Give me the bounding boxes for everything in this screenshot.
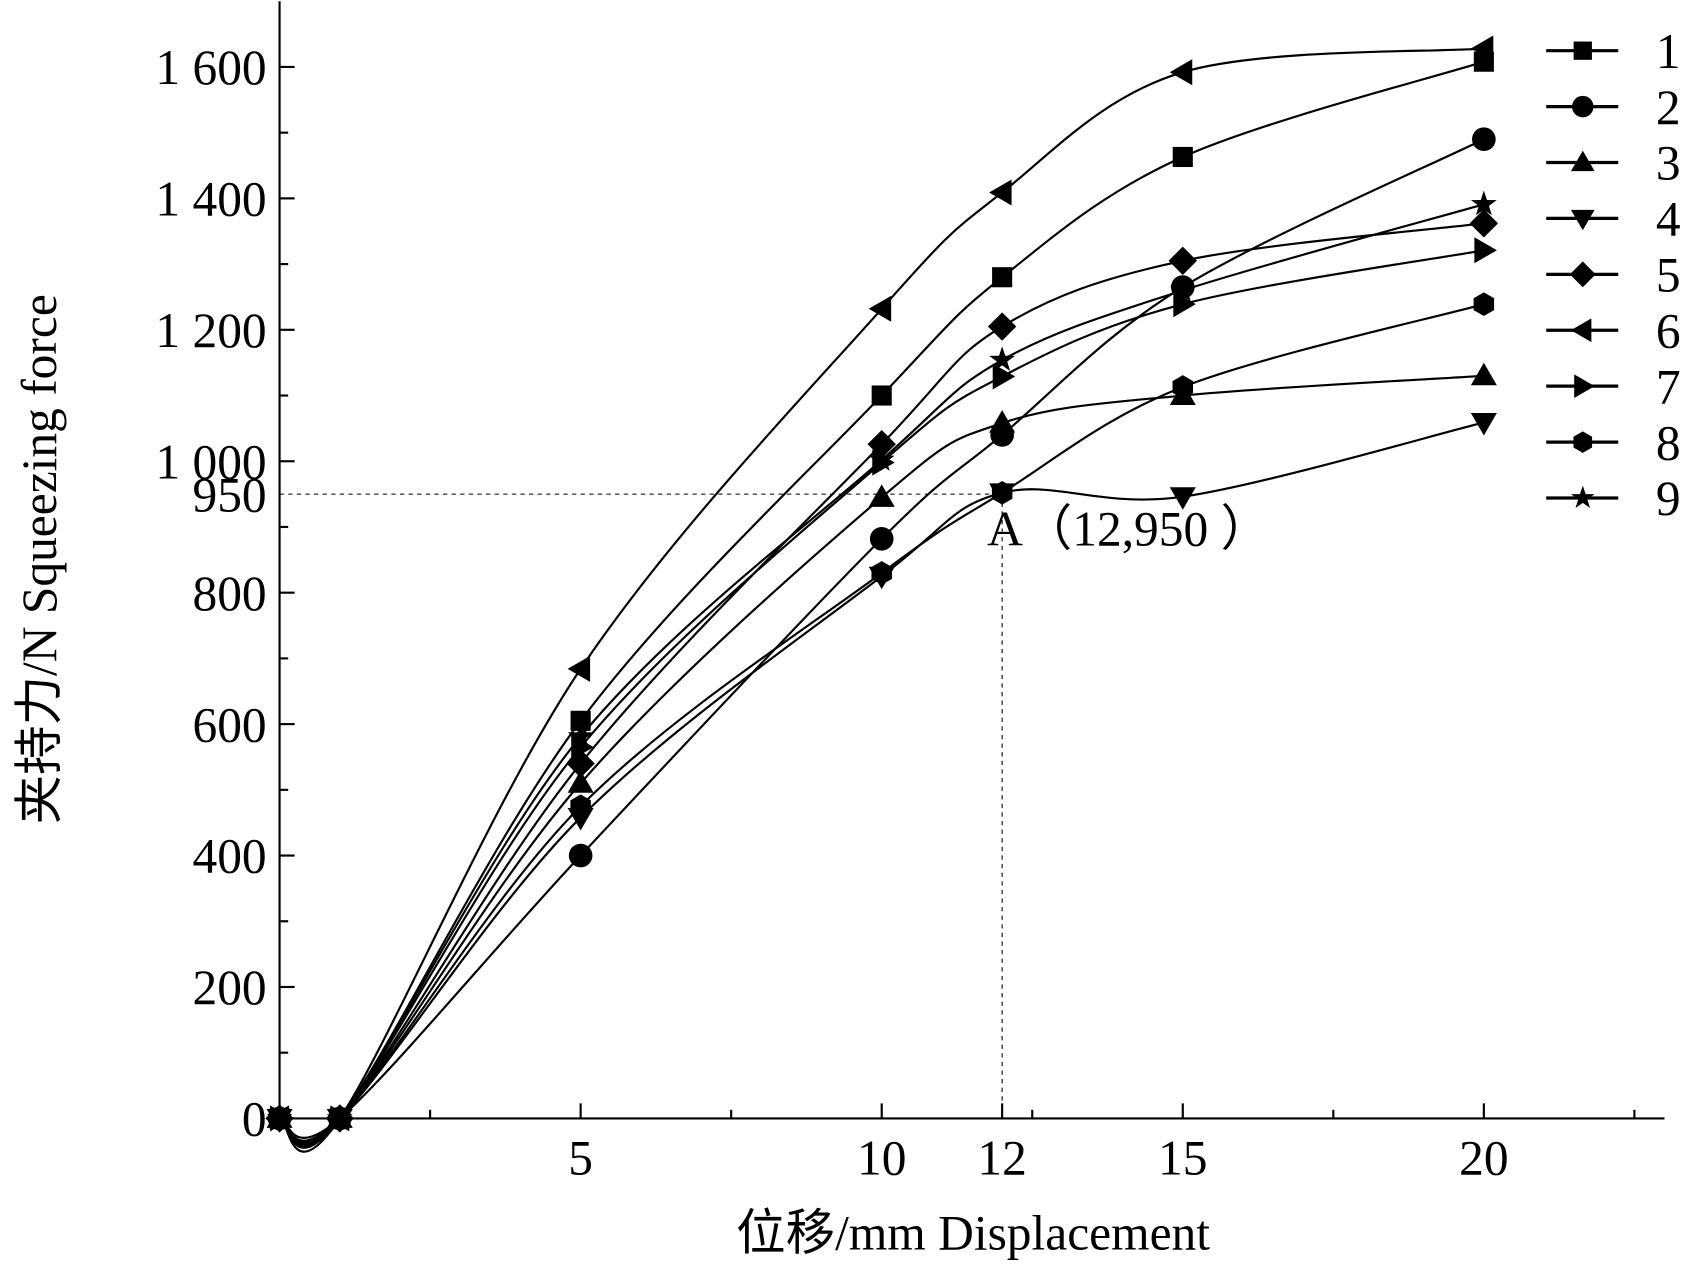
y-tick-label: 1 600: [155, 40, 266, 95]
marker: [871, 561, 892, 585]
y-tick-label: 600: [192, 697, 266, 752]
marker: [871, 385, 892, 406]
legend-marker: [1569, 261, 1596, 288]
y-tick-label: 200: [192, 960, 266, 1015]
marker: [1169, 59, 1193, 86]
marker: [1169, 487, 1196, 510]
marker: [992, 267, 1013, 288]
marker: [1470, 362, 1497, 386]
series-line: [279, 303, 1485, 1143]
x-tick-label: 12: [977, 1130, 1026, 1185]
x-tick-label: 5: [568, 1130, 593, 1185]
legend-label: 9: [1656, 471, 1681, 526]
legend-marker: [1573, 431, 1593, 453]
x-tick-label: 10: [857, 1130, 906, 1185]
legend-label: 2: [1656, 80, 1681, 135]
marker: [1470, 35, 1494, 62]
marker: [989, 346, 1016, 372]
legend-label: 1: [1656, 24, 1681, 79]
legend-marker: [1573, 41, 1592, 60]
legend-marker: [1571, 485, 1595, 508]
marker: [567, 722, 594, 748]
legend-label: 6: [1656, 303, 1681, 358]
y-tick-label: 400: [192, 829, 266, 884]
legend-label: 3: [1656, 136, 1681, 191]
legend-label: 4: [1656, 192, 1681, 247]
y-axis-label: 夹持力/N Squeezing force: [12, 294, 67, 824]
marker: [568, 843, 593, 868]
marker: [987, 312, 1017, 341]
series-line: [279, 47, 1484, 1153]
marker: [1469, 209, 1499, 238]
marker: [1472, 127, 1496, 152]
marker: [1172, 375, 1194, 399]
marker: [1473, 292, 1495, 317]
marker: [266, 1104, 293, 1130]
marker: [1470, 190, 1497, 216]
marker: [326, 1104, 353, 1130]
marker: [567, 770, 594, 793]
marker: [1169, 276, 1196, 302]
x-axis-label: 位移/mm Displacement: [736, 1206, 1210, 1261]
y-tick-label: 0: [242, 1092, 267, 1147]
legend-marker: [1570, 318, 1592, 343]
legend-label: 8: [1656, 415, 1681, 470]
marker: [1474, 237, 1497, 264]
marker: [989, 179, 1012, 206]
marker: [868, 446, 895, 471]
series-line: [279, 203, 1485, 1148]
legend-marker: [1570, 150, 1595, 172]
marker: [992, 363, 1016, 390]
marker: [869, 526, 894, 551]
marker: [1470, 413, 1497, 436]
legend-label: 7: [1656, 359, 1681, 414]
marker: [991, 480, 1013, 505]
legend-marker: [1570, 209, 1595, 231]
series-line: [279, 374, 1484, 1145]
series-line: [279, 138, 1485, 1139]
marker: [1172, 146, 1193, 168]
annotation: A（12,950 ）: [987, 502, 1270, 557]
marker: [1168, 246, 1197, 275]
legend-label: 5: [1656, 248, 1681, 303]
marker: [567, 655, 591, 682]
marker: [868, 295, 892, 322]
reference-line: [279, 493, 1003, 1119]
legend-marker: [1572, 95, 1594, 118]
series-line: [279, 249, 1485, 1147]
marker: [570, 794, 591, 819]
legend-marker: [1574, 374, 1595, 398]
marker: [989, 410, 1016, 433]
y-tick-label: 950: [192, 467, 266, 522]
y-tick-label: 1 200: [155, 303, 266, 358]
y-tick-label: 1 000: [155, 434, 266, 489]
x-tick-label: 20: [1459, 1130, 1508, 1185]
y-tick-label: 800: [192, 566, 266, 621]
marker: [868, 484, 895, 507]
y-tick-label: 1 400: [155, 172, 266, 227]
marker: [570, 710, 591, 731]
x-tick-label: 15: [1158, 1130, 1207, 1185]
series-line: [279, 222, 1484, 1146]
